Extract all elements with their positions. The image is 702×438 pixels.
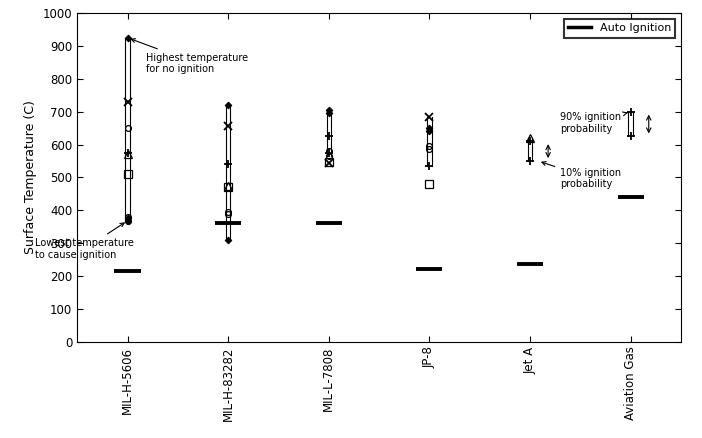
Text: 90% ignition
probability: 90% ignition probability bbox=[560, 112, 627, 134]
Text: Lowest temperature
to cause ignition: Lowest temperature to cause ignition bbox=[35, 223, 134, 260]
Legend: Auto Ignition: Auto Ignition bbox=[564, 19, 675, 38]
Text: Highest temperature
for no ignition: Highest temperature for no ignition bbox=[131, 39, 248, 74]
Y-axis label: Surface Temperature (C): Surface Temperature (C) bbox=[24, 100, 37, 254]
Text: 10% ignition
probability: 10% ignition probability bbox=[542, 162, 621, 189]
